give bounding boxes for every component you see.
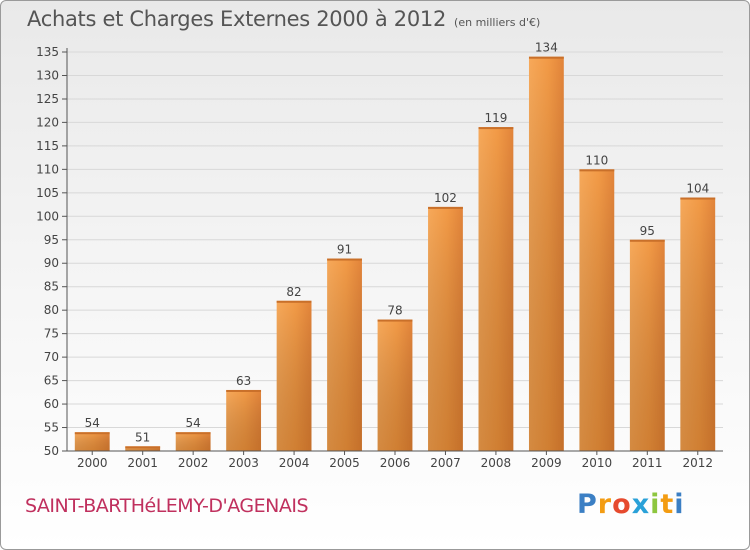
brand-letter: i xyxy=(674,489,685,520)
y-tick-label: 120 xyxy=(36,115,59,129)
chart-title: Achats et Charges Externes 2000 à 2012 (e… xyxy=(27,7,540,31)
data-label: 119 xyxy=(484,111,507,125)
y-tick-label: 55 xyxy=(44,421,59,435)
x-tick-label: 2005 xyxy=(329,456,360,470)
bar-top xyxy=(478,127,514,130)
bar-shade xyxy=(175,432,211,451)
bar-top xyxy=(276,300,312,303)
y-tick-label: 95 xyxy=(44,233,59,247)
title-text: Achats et Charges Externes 2000 à 2012 xyxy=(27,7,447,31)
data-label: 54 xyxy=(85,416,100,430)
bar-shade xyxy=(377,319,413,451)
data-label: 51 xyxy=(135,430,150,444)
bar-top xyxy=(74,432,110,435)
brand-letter: i xyxy=(650,489,661,520)
data-label: 102 xyxy=(434,191,457,205)
x-tick-label: 2010 xyxy=(582,456,613,470)
bar-top xyxy=(579,169,615,172)
bar-shade xyxy=(327,258,362,451)
bar-shade xyxy=(428,206,463,451)
bar-shade xyxy=(629,239,665,451)
y-tick-label: 70 xyxy=(44,350,59,364)
y-tick-label: 105 xyxy=(36,186,59,200)
brand-letter: o xyxy=(612,489,632,520)
y-tick-label: 125 xyxy=(36,92,59,106)
y-tick-label: 100 xyxy=(36,209,59,223)
x-tick-label: 2011 xyxy=(632,456,663,470)
data-label: 78 xyxy=(387,304,402,318)
y-tick-label: 80 xyxy=(44,303,59,317)
brand-logo: Proxiti xyxy=(577,489,685,520)
bar-top xyxy=(226,389,262,392)
x-tick-label: 2007 xyxy=(430,456,461,470)
bar-shade xyxy=(74,432,110,451)
bar-shade xyxy=(125,446,161,451)
x-tick-label: 2004 xyxy=(279,456,310,470)
x-tick-label: 2009 xyxy=(531,456,562,470)
y-tick-label: 85 xyxy=(44,280,59,294)
y-tick-label: 110 xyxy=(36,162,59,176)
bar-shade xyxy=(579,169,615,451)
brand-letter: x xyxy=(631,489,651,520)
data-label: 54 xyxy=(186,416,201,430)
bar-shade xyxy=(276,300,312,451)
bar-shade xyxy=(226,389,262,451)
bar-top xyxy=(629,239,665,242)
x-tick-label: 2001 xyxy=(127,456,158,470)
x-tick-label: 2002 xyxy=(178,456,209,470)
brand-letter: r xyxy=(597,489,613,520)
y-tick-label: 65 xyxy=(44,374,59,388)
data-label: 95 xyxy=(640,224,655,238)
y-tick-label: 135 xyxy=(36,45,59,59)
bar-top xyxy=(125,446,161,449)
bar-top xyxy=(377,319,413,322)
data-label: 63 xyxy=(236,374,251,388)
brand-letter: P xyxy=(577,489,598,520)
x-tick-label: 2003 xyxy=(228,456,259,470)
bar-top xyxy=(528,56,564,59)
data-label: 110 xyxy=(585,153,608,167)
y-tick-label: 50 xyxy=(44,444,59,458)
chart-subtitle: (en milliers d'€) xyxy=(454,16,541,29)
bars: 54 51 54 63 82 91 78 102 119 134 110 95 104 xyxy=(74,41,716,451)
data-label: 134 xyxy=(535,41,558,55)
y-tick-label: 130 xyxy=(36,68,59,82)
brand-letter: t xyxy=(660,489,675,520)
data-label: 82 xyxy=(286,285,301,299)
place-name: SAINT-BARTHéLEMY-D'AGENAIS xyxy=(25,495,309,517)
x-tick-label: 2000 xyxy=(77,456,108,470)
bar-top xyxy=(428,206,463,209)
x-tick-label: 2008 xyxy=(481,456,512,470)
bar-top xyxy=(327,258,362,261)
axes: 50 55 60 65 70 75 80 85 90 95 100 105 110 115 120 125 13… xyxy=(36,45,723,470)
x-tick-label: 2012 xyxy=(682,456,713,470)
y-tick-label: 90 xyxy=(44,256,59,270)
data-label: 91 xyxy=(337,243,352,257)
bar-shade xyxy=(528,56,564,451)
y-tick-label: 75 xyxy=(44,327,59,341)
y-tick-label: 60 xyxy=(44,397,59,411)
bar-top xyxy=(175,432,211,435)
bar-shade xyxy=(478,127,514,451)
x-tick-label: 2006 xyxy=(380,456,411,470)
data-label: 104 xyxy=(686,182,709,196)
bar-shade xyxy=(680,197,716,451)
y-tick-label: 115 xyxy=(36,139,59,153)
bar-top xyxy=(680,197,716,200)
